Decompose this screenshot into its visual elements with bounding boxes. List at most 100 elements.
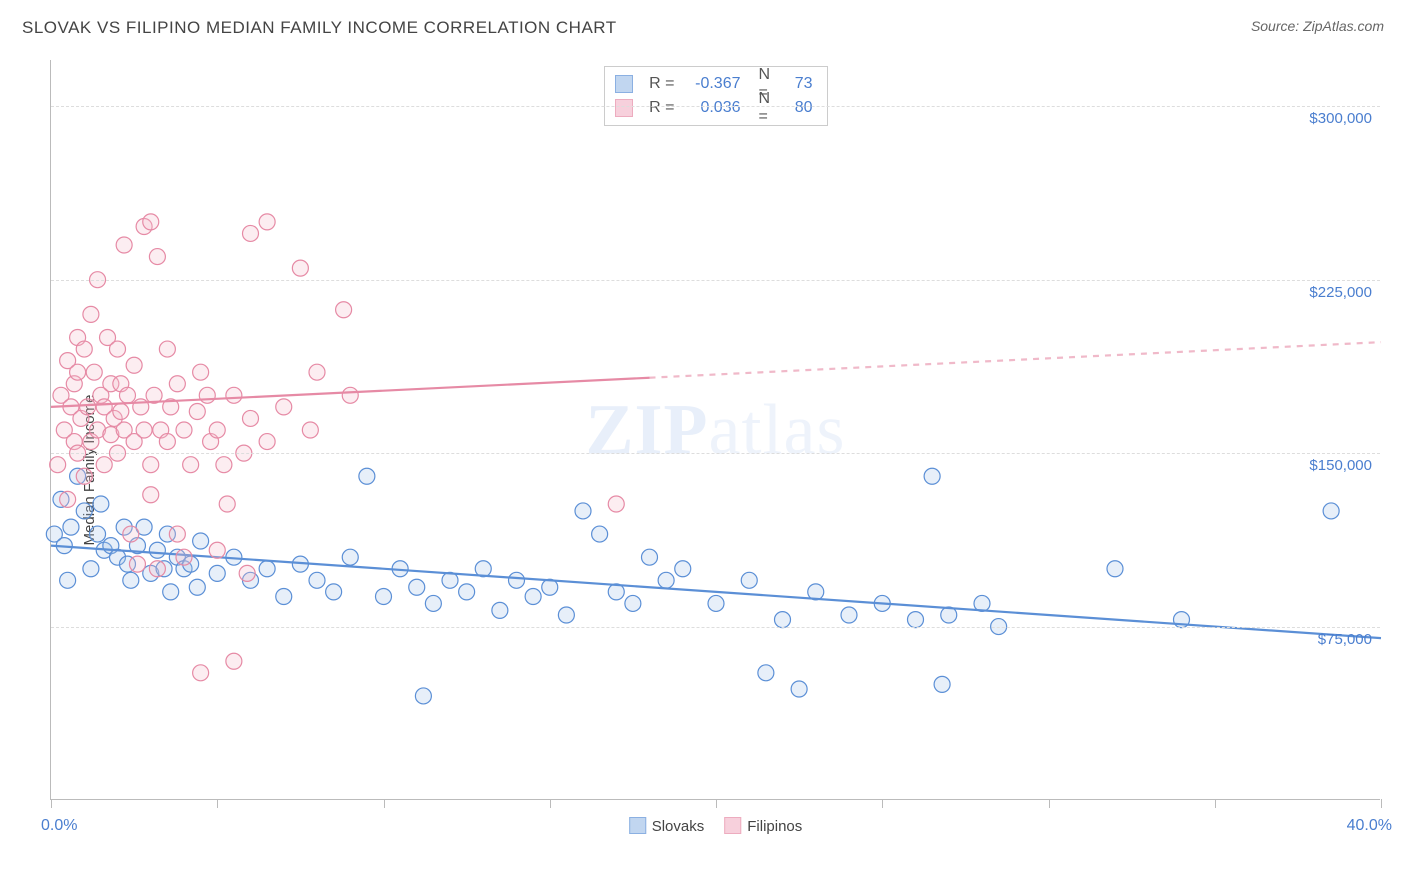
legend-item: Filipinos bbox=[724, 817, 802, 835]
data-point bbox=[143, 487, 159, 503]
r-value: -0.367 bbox=[683, 75, 741, 93]
data-point bbox=[169, 376, 185, 392]
data-point bbox=[239, 565, 255, 581]
n-value: 80 bbox=[783, 99, 813, 117]
x-tick bbox=[1215, 799, 1216, 808]
data-point bbox=[243, 225, 259, 241]
data-point bbox=[1323, 503, 1339, 519]
data-point bbox=[149, 561, 165, 577]
data-point bbox=[209, 565, 225, 581]
data-point bbox=[189, 404, 205, 420]
data-point bbox=[93, 496, 109, 512]
data-point bbox=[110, 341, 126, 357]
gridline bbox=[51, 106, 1380, 107]
data-point bbox=[741, 572, 757, 588]
stats-row: R =0.036N =80 bbox=[615, 96, 813, 120]
data-point bbox=[129, 556, 145, 572]
gridline bbox=[51, 280, 1380, 281]
data-point bbox=[86, 364, 102, 380]
x-tick bbox=[384, 799, 385, 808]
data-point bbox=[608, 496, 624, 512]
x-tick bbox=[1049, 799, 1050, 808]
legend-swatch bbox=[615, 99, 633, 117]
data-point bbox=[219, 496, 235, 512]
data-point bbox=[76, 341, 92, 357]
data-point bbox=[96, 457, 112, 473]
plot-area: ZIPatlas R =-0.367N =73R =0.036N =80 Slo… bbox=[50, 60, 1380, 800]
source-attribution: Source: ZipAtlas.com bbox=[1251, 18, 1384, 34]
data-point bbox=[658, 572, 674, 588]
data-point bbox=[189, 579, 205, 595]
data-point bbox=[592, 526, 608, 542]
data-point bbox=[159, 341, 175, 357]
data-point bbox=[675, 561, 691, 577]
data-point bbox=[90, 526, 106, 542]
legend-swatch bbox=[629, 817, 646, 834]
data-point bbox=[642, 549, 658, 565]
data-point bbox=[924, 468, 940, 484]
data-point bbox=[83, 561, 99, 577]
series-legend: Slovaks Filipinos bbox=[629, 817, 803, 835]
data-point bbox=[123, 526, 139, 542]
data-point bbox=[216, 457, 232, 473]
data-point bbox=[1107, 561, 1123, 577]
data-point bbox=[226, 387, 242, 403]
data-point bbox=[415, 688, 431, 704]
data-point bbox=[509, 572, 525, 588]
x-tick bbox=[51, 799, 52, 808]
stats-legend: R = -0.367 N = 73 R =0.036N =80 bbox=[604, 66, 828, 126]
r-label: R = bbox=[641, 99, 675, 117]
data-point bbox=[76, 503, 92, 519]
data-point bbox=[276, 589, 292, 605]
data-point bbox=[309, 364, 325, 380]
data-point bbox=[183, 457, 199, 473]
data-point bbox=[336, 302, 352, 318]
n-value: 73 bbox=[783, 75, 813, 93]
data-point bbox=[50, 457, 66, 473]
data-point bbox=[60, 491, 76, 507]
data-point bbox=[758, 665, 774, 681]
data-point bbox=[63, 519, 79, 535]
data-point bbox=[359, 468, 375, 484]
data-point bbox=[176, 549, 192, 565]
data-point bbox=[775, 612, 791, 628]
n-label: N = bbox=[759, 90, 775, 126]
y-tick-label: $75,000 bbox=[1318, 631, 1372, 648]
data-point bbox=[492, 602, 508, 618]
data-point bbox=[342, 387, 358, 403]
data-point bbox=[143, 457, 159, 473]
legend-swatch bbox=[615, 75, 633, 93]
gridline bbox=[51, 453, 1380, 454]
data-point bbox=[116, 237, 132, 253]
x-tick bbox=[1381, 799, 1382, 808]
data-point bbox=[243, 410, 259, 426]
data-point bbox=[326, 584, 342, 600]
data-point bbox=[136, 422, 152, 438]
data-point bbox=[708, 595, 724, 611]
data-point bbox=[113, 404, 129, 420]
x-tick bbox=[550, 799, 551, 808]
data-point bbox=[259, 434, 275, 450]
r-label: R = bbox=[641, 75, 675, 93]
stats-row: R =-0.367N =73 bbox=[615, 72, 813, 96]
data-point bbox=[193, 364, 209, 380]
legend-label: Slovaks bbox=[652, 818, 705, 835]
trend-line-dashed bbox=[650, 342, 1382, 378]
gridline bbox=[51, 627, 1380, 628]
data-point bbox=[625, 595, 641, 611]
legend-swatch bbox=[724, 817, 741, 834]
data-point bbox=[159, 434, 175, 450]
data-point bbox=[841, 607, 857, 623]
data-point bbox=[83, 306, 99, 322]
data-point bbox=[934, 676, 950, 692]
data-point bbox=[70, 364, 86, 380]
legend-item: Slovaks bbox=[629, 817, 705, 835]
data-point bbox=[292, 260, 308, 276]
data-point bbox=[80, 399, 96, 415]
data-point bbox=[376, 589, 392, 605]
data-point bbox=[193, 533, 209, 549]
chart-title: SLOVAK VS FILIPINO MEDIAN FAMILY INCOME … bbox=[22, 18, 617, 38]
data-point bbox=[459, 584, 475, 600]
data-point bbox=[119, 387, 135, 403]
x-axis-min-label: 0.0% bbox=[41, 817, 77, 835]
